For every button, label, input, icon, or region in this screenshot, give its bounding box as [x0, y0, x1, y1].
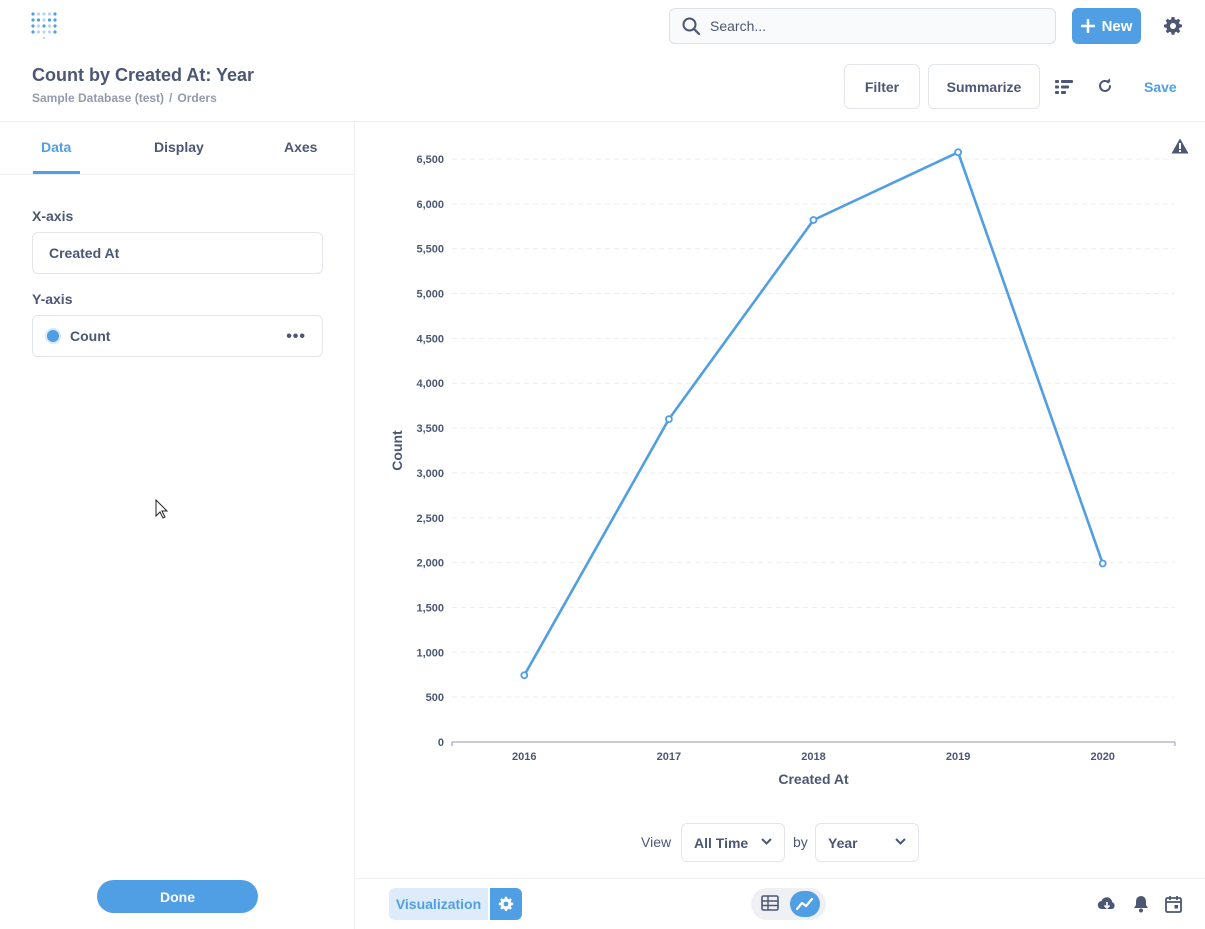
download-icon[interactable] [1097, 895, 1117, 913]
chevron-down-icon [761, 838, 772, 845]
time-range-value: All Time [694, 834, 749, 851]
x-tick-label: 2016 [512, 751, 536, 763]
time-range-select[interactable]: All Time [681, 823, 785, 862]
y-tick-label: 1,500 [416, 602, 444, 614]
settings-gear-icon[interactable] [1163, 16, 1183, 36]
x-tick-label: 2017 [657, 751, 681, 763]
x-axis-value: Created At [49, 245, 120, 261]
y-tick-label: 4,500 [416, 333, 444, 345]
question-title[interactable]: Count by Created At: Year [32, 65, 255, 85]
time-unit-select[interactable]: Year [815, 823, 919, 862]
x-tick-label: 2020 [1090, 751, 1114, 763]
data-point [1098, 559, 1107, 568]
y-tick-label: 6,000 [416, 199, 444, 211]
filter-button[interactable]: Filter [844, 64, 920, 109]
series-color-swatch[interactable] [45, 328, 61, 344]
x-axis-field[interactable]: Created At [32, 232, 323, 274]
summarize-button[interactable]: Summarize [928, 64, 1040, 109]
metabase-logo[interactable] [31, 11, 57, 39]
refresh-icon[interactable] [1096, 77, 1114, 95]
y-tick-label: 500 [426, 692, 444, 704]
y-tick-label: 5,000 [416, 289, 444, 301]
data-point [520, 671, 529, 680]
y-tick-label: 0 [438, 737, 444, 749]
x-tick-label: 2019 [946, 751, 970, 763]
search-bar[interactable] [669, 8, 1056, 44]
table-icon[interactable] [761, 894, 779, 912]
more-options-icon[interactable]: ••• [286, 328, 306, 345]
tab-data[interactable]: Data [41, 139, 72, 155]
viz-settings-button[interactable] [490, 888, 522, 920]
warning-icon[interactable] [1171, 138, 1189, 154]
y-tick-label: 4,000 [416, 378, 444, 390]
breadcrumb-separator: / [169, 91, 173, 105]
data-point [809, 216, 818, 224]
chart-view-button[interactable] [790, 891, 820, 917]
chart-settings-sidebar: Data Display Axes X-axis Created At Y-ax… [0, 122, 355, 929]
table-chart-toggle[interactable] [751, 888, 826, 920]
bell-icon[interactable] [1133, 895, 1149, 913]
line-chart: 0 500 1,000 1,500 2,000 2,500 3,000 3,500 4,000 4… [389, 148, 1176, 787]
new-button-label: New [1101, 17, 1133, 35]
y-tick-label: 2,500 [416, 513, 444, 525]
notebook-list-icon[interactable] [1055, 79, 1073, 95]
mouse-cursor-icon [155, 499, 168, 519]
y-axis-title: Count [389, 430, 405, 471]
y-tick-label: 3,500 [416, 423, 444, 435]
y-axis-label: Y-axis [32, 291, 73, 307]
breadcrumb: Sample Database (test) / Orders [32, 91, 217, 105]
tab-display[interactable]: Display [154, 139, 204, 155]
search-input[interactable] [710, 18, 1030, 34]
footer-divider [356, 878, 1205, 879]
save-button[interactable]: Save [1144, 79, 1177, 95]
view-label: View [641, 834, 672, 850]
data-point [664, 415, 673, 424]
done-button[interactable]: Done [97, 880, 258, 913]
data-point [954, 148, 962, 157]
calendar-icon[interactable] [1165, 895, 1182, 913]
gear-icon [498, 896, 514, 912]
y-tick-label: 6,500 [416, 154, 444, 166]
x-axis-title: Created At [778, 771, 849, 787]
new-button[interactable]: New [1072, 8, 1141, 44]
y-axis-value: Count [70, 328, 111, 344]
y-tick-label: 1,000 [416, 647, 444, 659]
settings-tabs: Data Display Axes [0, 122, 355, 175]
search-icon [682, 17, 700, 35]
tab-axes[interactable]: Axes [284, 139, 318, 155]
series-line [523, 150, 1104, 676]
breadcrumb-database[interactable]: Sample Database (test) [32, 91, 165, 105]
y-tick-label: 2,000 [416, 558, 444, 570]
by-label: by [793, 834, 808, 850]
plus-icon [1080, 19, 1095, 33]
y-tick-label: 5,500 [416, 244, 444, 256]
header-divider [0, 121, 1205, 122]
y-tick-label: 3,000 [416, 468, 444, 480]
active-tab-indicator [33, 171, 80, 174]
visualization-button[interactable]: Visualization [389, 888, 488, 920]
time-unit-value: Year [828, 834, 858, 851]
line-chart-icon [796, 897, 814, 911]
y-axis-field[interactable]: Count ••• [32, 315, 323, 357]
x-axis-label: X-axis [32, 208, 74, 224]
chevron-down-icon [895, 838, 906, 845]
x-tick-label: 2018 [801, 751, 825, 763]
breadcrumb-table[interactable]: Orders [177, 91, 217, 105]
